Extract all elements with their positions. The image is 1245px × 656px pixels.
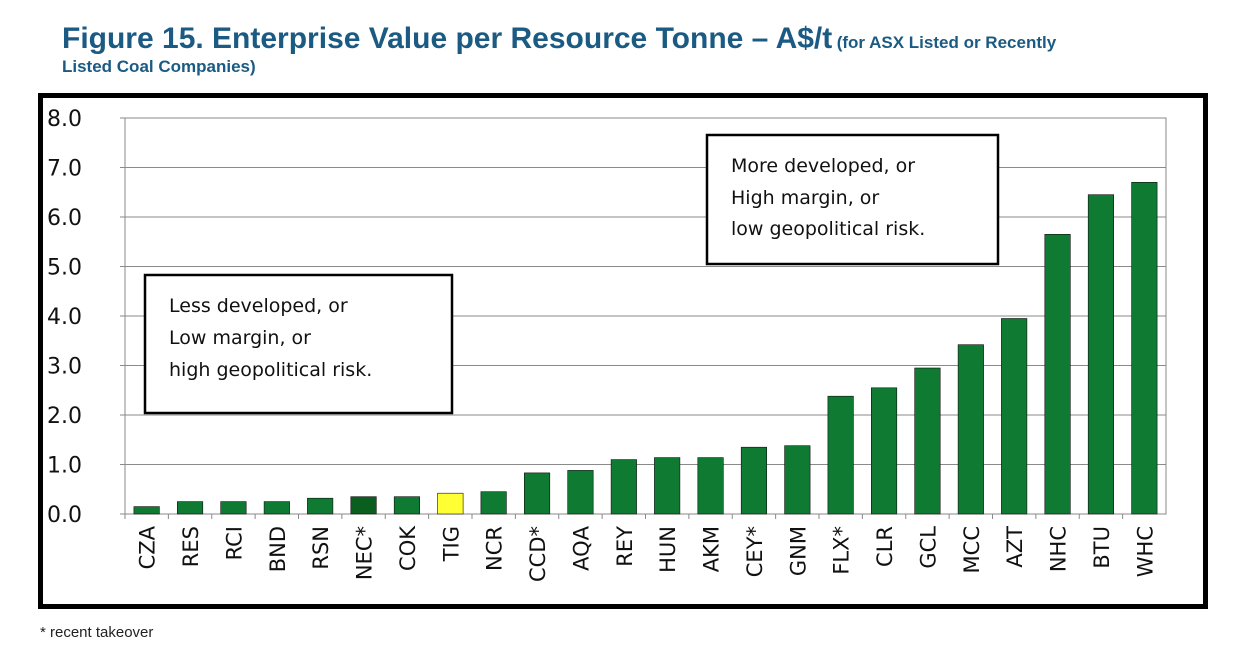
- bar-azt: [1001, 318, 1028, 515]
- bar-gnm: [784, 445, 811, 515]
- y-tick-label: 2.0: [47, 404, 82, 429]
- x-tick-label: CLR: [873, 526, 897, 567]
- bar-rci: [220, 501, 247, 515]
- x-tick-label: WHC: [1133, 526, 1157, 577]
- annotation-left-line3: high geopolitical risk.: [169, 359, 372, 381]
- figure-title: Figure 15. Enterprise Value per Resource…: [62, 22, 1212, 77]
- annotation-left-line2: Low margin, or: [169, 327, 311, 349]
- bar-gcl: [914, 367, 941, 515]
- x-tick-label: RCI: [222, 526, 246, 560]
- title-sub-line1: (for ASX Listed or Recently: [836, 33, 1057, 52]
- y-tick-label: 7.0: [47, 157, 82, 182]
- x-tick-label: AKM: [700, 526, 724, 572]
- x-tick-label: CEY*: [743, 526, 767, 577]
- bar-hun: [654, 457, 681, 515]
- bar-ccd: [523, 472, 551, 515]
- annotation-left: Less developed, or Low margin, or high g…: [143, 273, 454, 415]
- x-tick-label: CZA: [136, 525, 160, 569]
- bar-rey: [610, 459, 637, 515]
- bar-btu: [1087, 194, 1114, 515]
- x-tick-label: RSN: [309, 526, 333, 570]
- x-tick-label: GNM: [786, 526, 810, 576]
- x-tick-label: GCL: [916, 526, 940, 569]
- bar-cok: [393, 496, 421, 515]
- bar-cey: [740, 446, 768, 515]
- x-tick-label: COK: [396, 525, 420, 571]
- y-tick-label: 4.0: [47, 305, 82, 330]
- bar-ncr: [480, 491, 507, 515]
- annotation-right-line3: low geopolitical risk.: [731, 218, 925, 240]
- x-tick-label: MCC: [960, 526, 984, 573]
- bar-bnd: [263, 501, 290, 515]
- bar-cza: [133, 506, 160, 515]
- bar-whc: [1131, 182, 1158, 515]
- y-tick-label: 5.0: [47, 256, 82, 281]
- y-tick-label: 6.0: [47, 206, 82, 231]
- x-tick-label: TIG: [439, 526, 463, 562]
- title-sub-line2: Listed Coal Companies): [62, 56, 256, 76]
- bar-aqa: [567, 470, 594, 515]
- footnote: * recent takeover: [40, 624, 154, 641]
- annotation-right-line2: High margin, or: [731, 187, 879, 209]
- x-tick-label: NEC*: [353, 526, 377, 580]
- bar-tig: [437, 492, 464, 515]
- x-tick-label: NHC: [1047, 526, 1071, 572]
- x-tick-label: NCR: [483, 526, 507, 571]
- y-tick-label: 3.0: [47, 355, 82, 380]
- bar-rsn: [307, 497, 334, 515]
- y-tick-label: 1.0: [47, 454, 82, 479]
- bar-res: [177, 501, 204, 515]
- annotation-right: More developed, or High margin, or low g…: [705, 133, 1000, 266]
- x-tick-label: AQA: [569, 525, 593, 571]
- x-tick-label: REY: [613, 526, 637, 567]
- x-tick-label: RES: [179, 526, 203, 567]
- annotation-right-line1: More developed, or: [731, 155, 915, 177]
- title-main: Figure 15. Enterprise Value per Resource…: [62, 22, 833, 55]
- annotation-left-line1: Less developed, or: [169, 295, 348, 317]
- bar-chart: 0.0 1.0 2.0 3.0 4.0 5.0 6.0 7.0 8.0 CZA RES RCI BND…: [38, 93, 1208, 609]
- bar-nhc: [1044, 234, 1071, 515]
- bar-nec: [350, 496, 377, 515]
- x-tick-label: HUN: [656, 526, 680, 573]
- bar-flx: [827, 395, 854, 515]
- x-tick-label: CCD*: [526, 526, 550, 582]
- y-tick-label: 8.0: [47, 107, 82, 132]
- x-tick-label: AZT: [1003, 526, 1027, 568]
- bar-clr: [870, 387, 898, 515]
- x-tick-label: BND: [266, 526, 290, 572]
- bar-mcc: [957, 344, 984, 515]
- x-tick-label: FLX*: [830, 526, 854, 575]
- y-tick-label: 0.0: [47, 503, 82, 528]
- x-tick-label: BTU: [1090, 526, 1114, 569]
- bar-akm: [697, 457, 724, 515]
